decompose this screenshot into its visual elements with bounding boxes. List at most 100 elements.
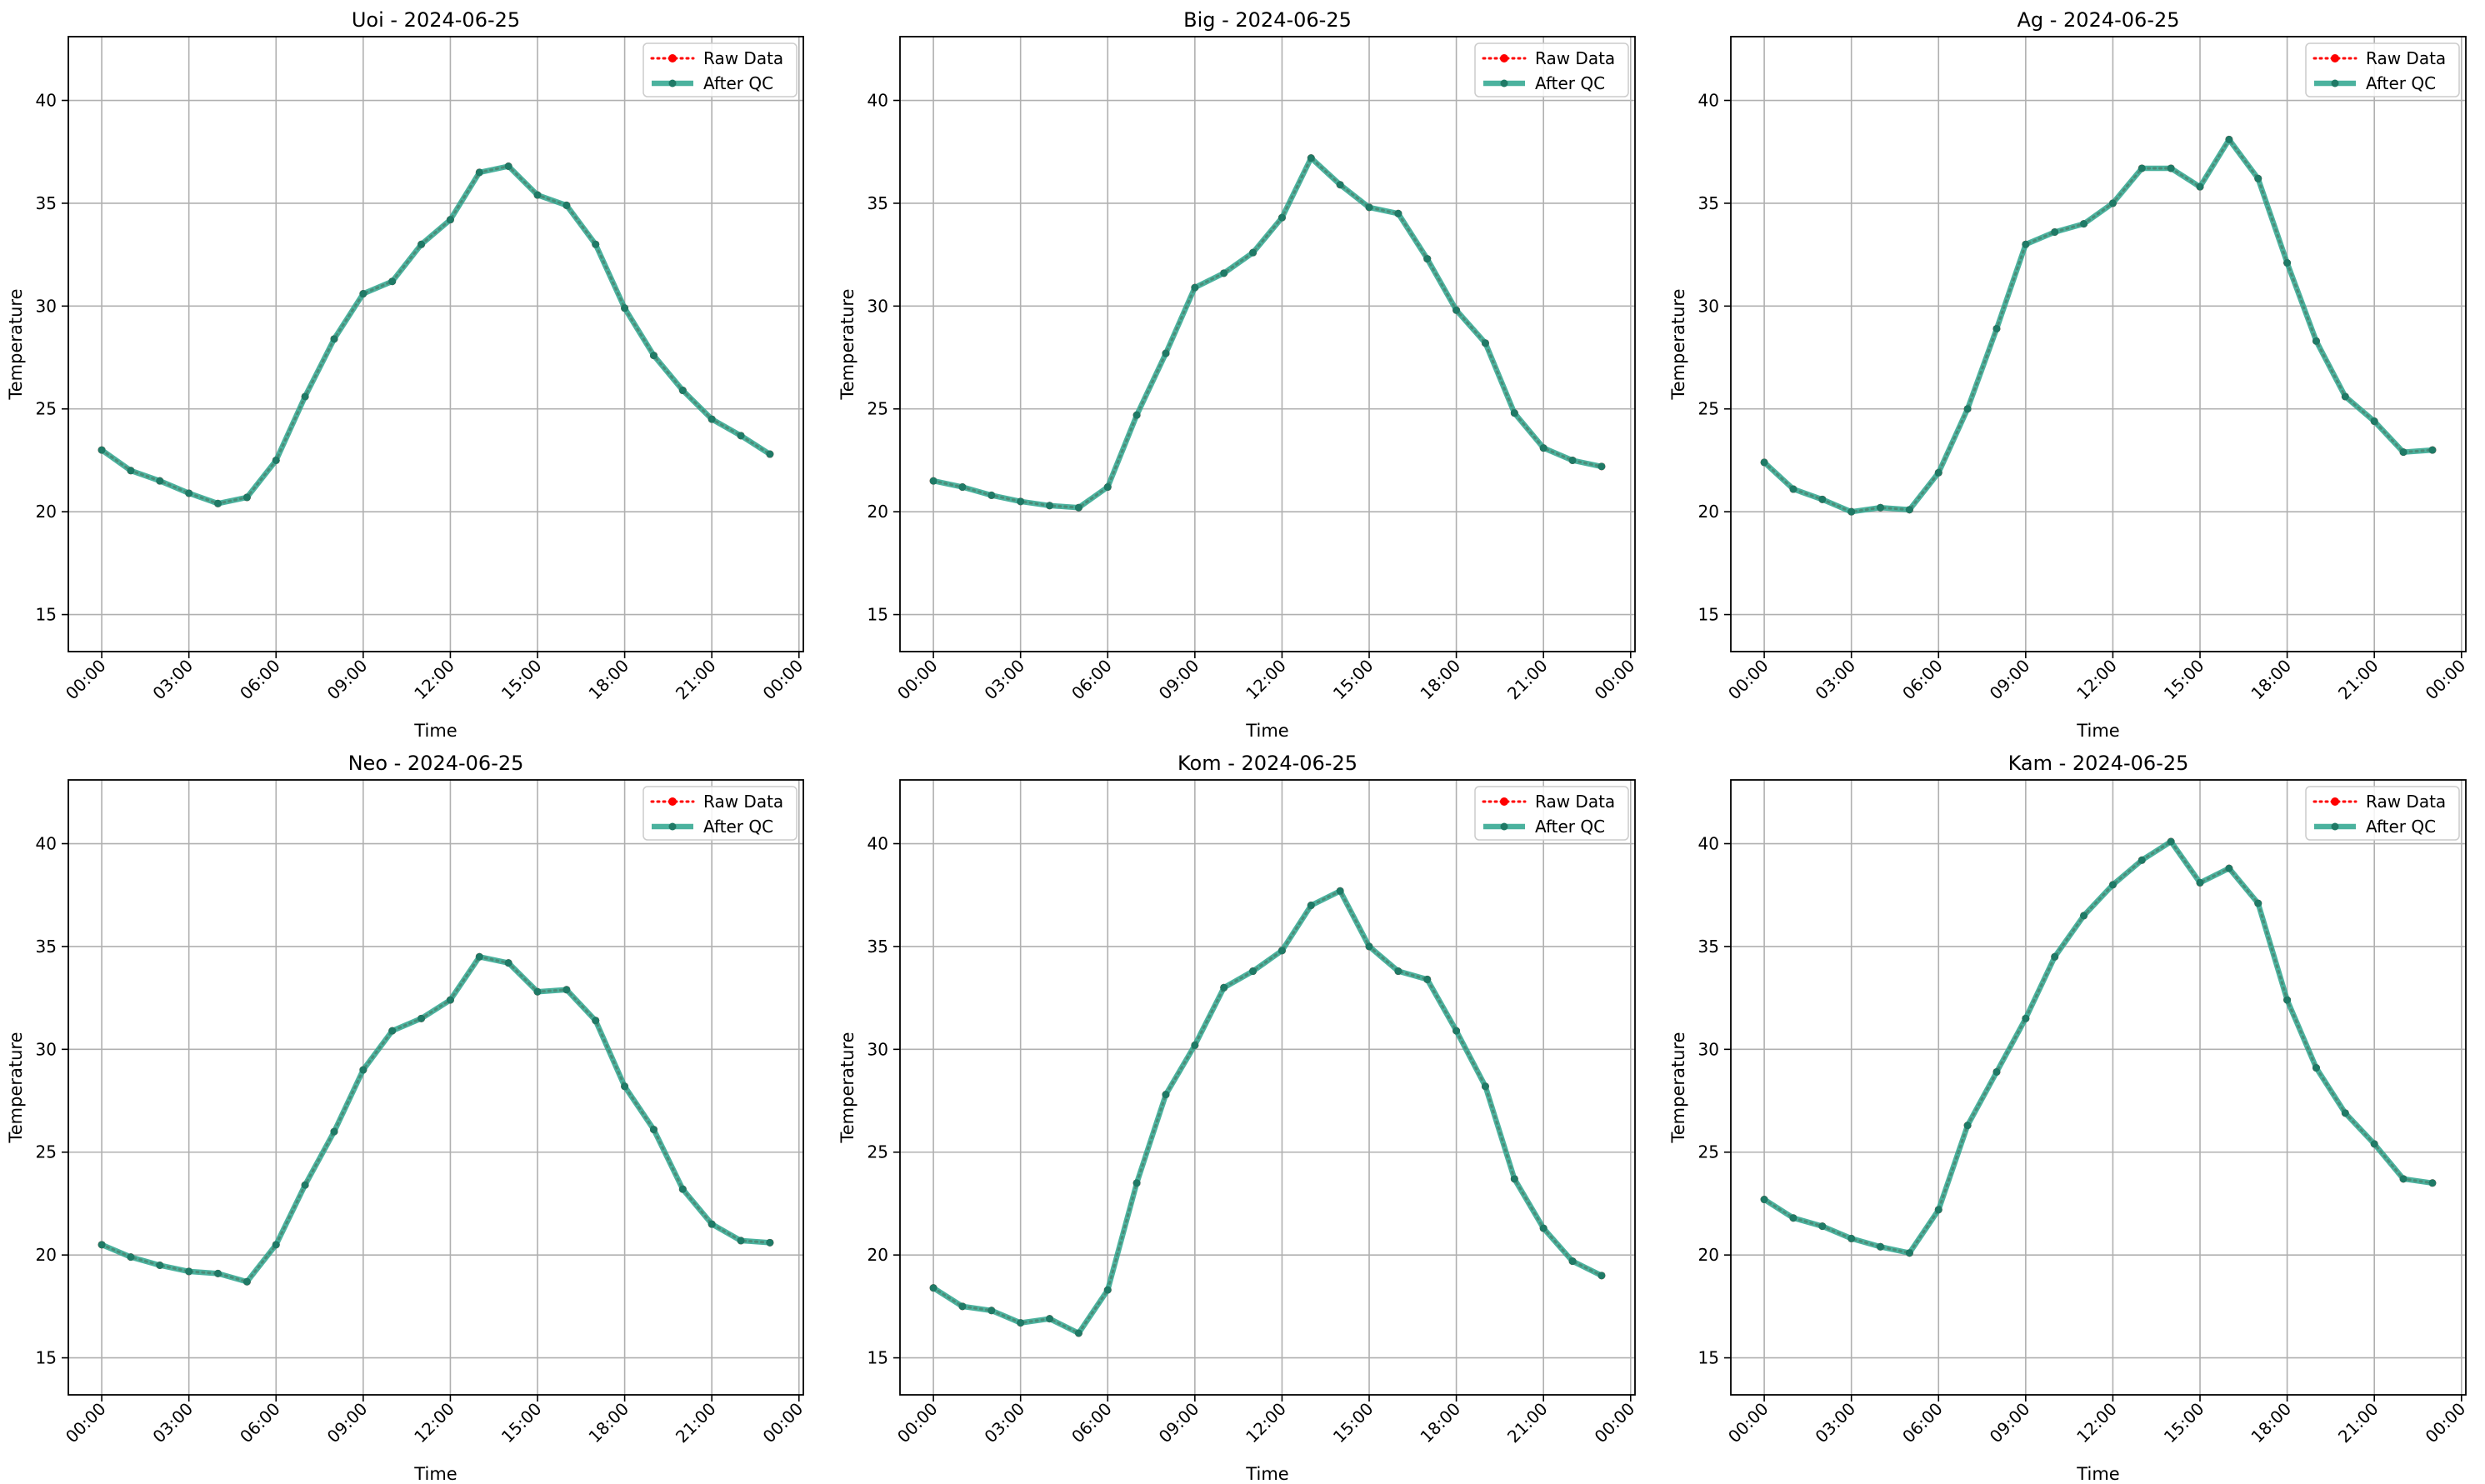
x-tick-label: 00:00 [1591,1399,1639,1447]
qc-data-point [418,1014,426,1022]
y-axis-label: Temperature [1668,1032,1688,1143]
qc-data-point [1818,1222,1827,1231]
subplot-5: 15 20 25 30 35 40 00:00 03:00 06:00 09:00 12:00 15:… [838,752,1638,1484]
x-axis-label: Time [413,1464,457,1484]
qc-data-point [1249,967,1258,976]
x-tick-label: 15:00 [498,656,546,704]
qc-data-point [185,1267,193,1276]
qc-data-point [504,162,512,170]
qc-data-point [446,216,454,224]
x-tick-label: 21:00 [672,656,720,704]
x-tick-label: 18:00 [1416,656,1464,704]
x-tick-label: 21:00 [672,1399,720,1447]
x-tick-label: 15:00 [2160,656,2208,704]
x-tick-label: 00:00 [62,1399,110,1447]
series-qc-line [1762,137,2433,515]
x-axis-label: Time [2076,1464,2119,1484]
legend: Raw Data After QC [642,786,798,841]
qc-data-point [2341,392,2349,401]
legend-label: After QC [703,817,773,837]
qc-data-point [2370,1140,2378,1148]
x-tick-label: 09:00 [1155,1399,1203,1447]
legend-raw-marker [668,797,677,806]
y-tick-label: 40 [1698,834,1719,854]
qc-data-point [98,1241,106,1249]
qc-data-point [1598,1272,1606,1280]
y-axis-label: Temperature [838,288,858,400]
qc-data-point [2080,912,2088,920]
chart-title: Big - 2024-06-25 [1183,8,1352,32]
qc-data-point [1046,1315,1054,1323]
legend-raw-marker [1500,54,1508,62]
qc-data-point [1992,324,2001,332]
x-tick-label: 09:00 [323,1399,372,1447]
legend-label: After QC [1535,73,1605,93]
x-tick-label: 18:00 [2247,1399,2295,1447]
y-tick-label: 40 [868,91,888,111]
qc-data-point [1877,503,1885,512]
qc-data-point [2080,220,2088,228]
y-tick-label: 15 [1698,605,1719,625]
qc-data-point [2196,878,2204,887]
qc-data-point [2341,1109,2349,1117]
subplot-3: 15 20 25 30 35 40 00:00 03:00 06:00 09:00 12:00 15:… [1668,8,2469,741]
y-tick-label: 35 [868,193,888,213]
chart-title: Ag - 2024-06-25 [2017,8,2179,32]
qc-data-point [678,387,687,395]
qc-data-point [2312,1064,2320,1072]
series-qc-line [100,163,772,507]
legend-qc-marker [668,822,677,831]
qc-data-point [1789,485,1798,493]
qc-data-point [2283,259,2292,267]
qc-data-point [1074,503,1082,512]
qc-data-point [592,240,600,248]
qc-data-point [929,1284,938,1292]
qc-data-point [1423,255,1432,263]
qc-data-point [1934,1206,1942,1214]
qc-data-point [708,1220,716,1228]
qc-data-point [1307,902,1315,910]
y-tick-label: 20 [868,1245,888,1265]
qc-data-point [242,493,251,502]
y-tick-label: 35 [36,937,57,957]
x-tick-label: 21:00 [1503,1399,1552,1447]
y-tick-label: 25 [868,399,888,419]
y-tick-label: 15 [36,1348,57,1368]
subplot-1: 15 20 25 30 35 40 00:00 03:00 06:00 09:00 12:00 15:… [6,8,807,741]
y-tick-label: 30 [1698,296,1719,316]
y-tick-label: 30 [868,1039,888,1059]
x-tick-label: 18:00 [2247,656,2295,704]
legend-label: After QC [2366,817,2436,837]
qc-data-point [359,1066,368,1074]
qc-data-point [2312,337,2320,345]
qc-data-point [1877,1242,1885,1251]
qc-data-point [988,491,996,499]
subplot-6: 15 20 25 30 35 40 00:00 03:00 06:00 09:00 12:00 15:… [1668,752,2469,1484]
qc-data-point [301,1181,309,1189]
qc-data-point [272,1241,280,1249]
series-raw-line [100,955,772,1283]
series-qc-line [100,954,771,1285]
x-tick-label: 06:00 [1068,656,1116,704]
qc-data-point [649,352,658,360]
y-tick-label: 25 [1698,1142,1719,1162]
qc-data-point [621,1082,629,1091]
qc-data-point [562,201,571,209]
legend-raw-marker [2331,54,2339,62]
x-tick-label: 09:00 [1155,656,1203,704]
qc-data-point [1934,468,1942,477]
series-raw-line [932,156,1603,509]
chart-title: Kam - 2024-06-25 [2008,752,2189,775]
qc-data-point [2022,240,2030,248]
y-axis-label: Temperature [6,288,26,400]
y-tick-label: 20 [1698,502,1719,522]
qc-data-point [2167,837,2175,846]
qc-data-point [1220,269,1228,277]
plot-frame [1730,36,2467,652]
x-tick-label: 00:00 [2422,656,2470,704]
legend-raw-marker [1500,797,1508,806]
qc-data-point [330,335,338,343]
qc-data-point [185,489,193,497]
x-tick-label: 12:00 [2072,1399,2121,1447]
x-tick-label: 00:00 [2422,1399,2470,1447]
